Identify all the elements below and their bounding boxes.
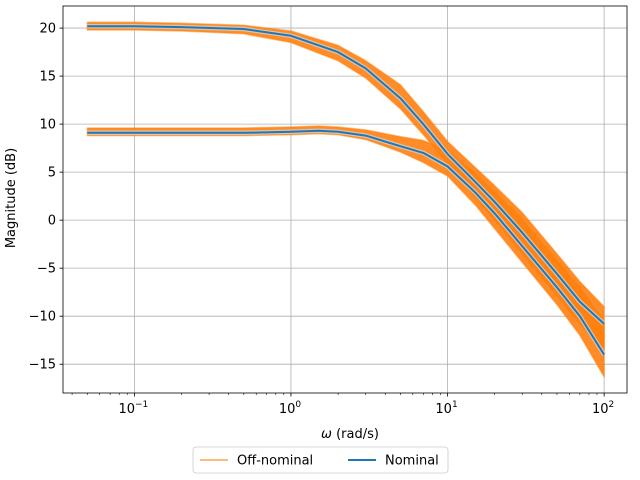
x-tick-label: 102 [592, 400, 614, 417]
nominal-line-2 [87, 129, 605, 356]
y-tick-label: 0 [48, 214, 56, 229]
y-tick-label: 10 [39, 118, 56, 133]
x-axis-label-unit: (rad/s) [332, 427, 379, 442]
legend-label-nominal: Nominal [385, 454, 439, 469]
y-tick-label: −5 [37, 262, 56, 277]
legend: Off-nominal Nominal [192, 446, 449, 474]
y-tick-label: −10 [29, 310, 56, 325]
y-axis-label: Magnitude (dB) [4, 148, 19, 248]
y-tick-label: 20 [39, 22, 56, 37]
legend-box [192, 446, 449, 474]
y-tick-label: −15 [29, 358, 56, 373]
nominal-line-1 [87, 25, 605, 325]
nominal-lines [87, 23, 607, 356]
off-nominal-band-2 [86, 125, 605, 378]
legend-label-off-nominal: Off-nominal [237, 454, 313, 469]
y-tick-label: 5 [48, 166, 56, 181]
x-tick-label: 101 [435, 400, 457, 417]
y-tick-label: 15 [39, 70, 56, 85]
x-axis-label-symbol: ω [321, 427, 332, 442]
plot-frame [62, 5, 628, 394]
x-tick-label: 10−1 [118, 400, 148, 417]
off-nominal-bands [86, 21, 605, 378]
x-axis-ticks: 10−1 100 101 102 [71, 393, 614, 417]
y-axis-ticks: 20 15 10 5 0 −5 −10 −15 [29, 22, 63, 373]
x-axis-label: ω (rad/s) [321, 427, 379, 442]
x-tick-label: 100 [279, 400, 302, 417]
